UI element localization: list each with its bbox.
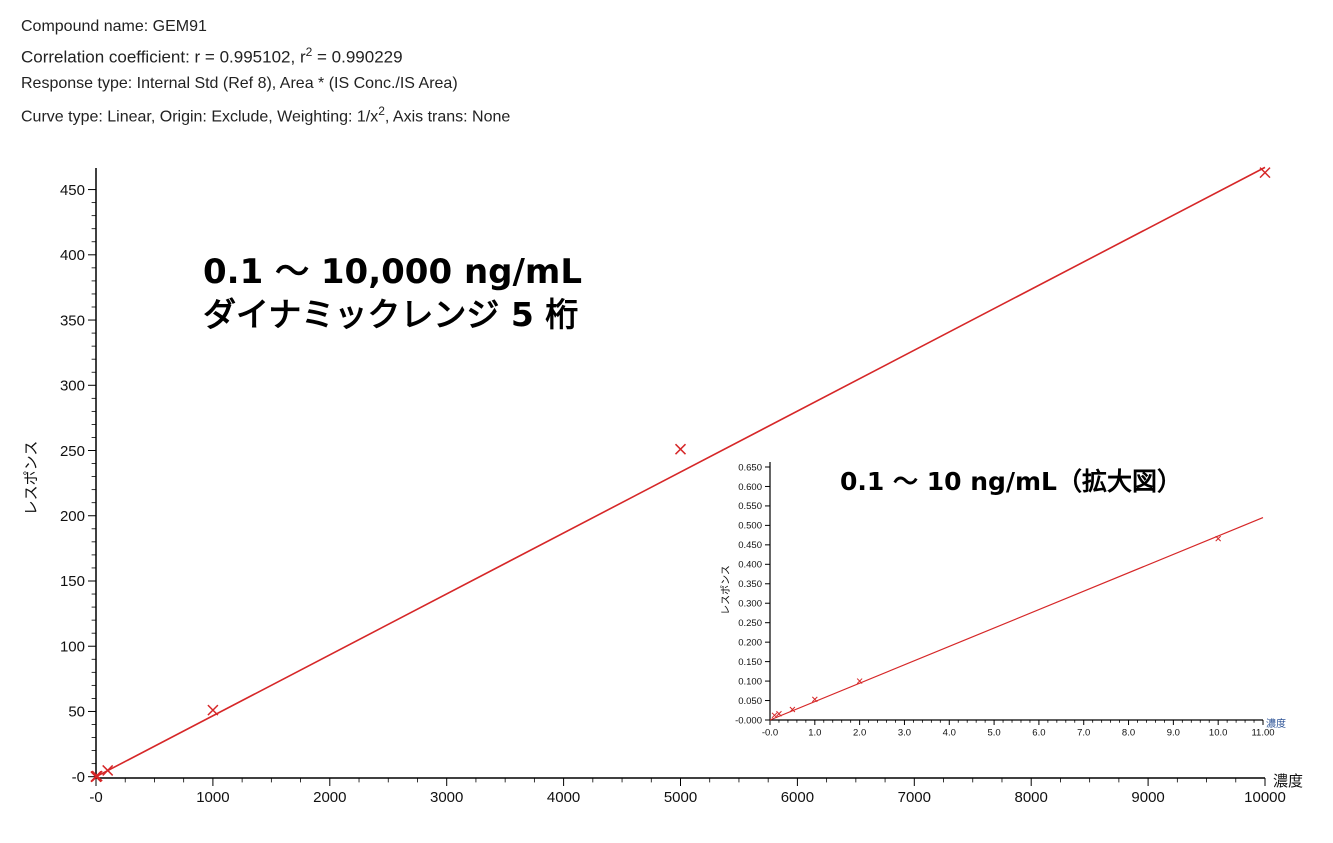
main-y-tick-label: 200	[60, 508, 85, 525]
main-x-tick-label: 1000	[196, 789, 229, 806]
inset-y-tick-label: 0.500	[738, 521, 762, 532]
correlation-coefficient: Correlation coefficient: r = 0.995102, r…	[21, 45, 403, 67]
inset-data-point	[771, 712, 778, 719]
main-x-tick-label: 8000	[1015, 789, 1048, 806]
inset-x-tick-label: 6.0	[1032, 728, 1045, 739]
main-x-tick-label: 5000	[664, 789, 697, 806]
inset-y-tick-label: 0.350	[738, 579, 762, 590]
inset-y-tick-label: 0.300	[738, 599, 762, 610]
inset-x-tick-label: 5.0	[987, 728, 1000, 739]
inset-x-tick-label: 11.00	[1251, 728, 1274, 739]
inset-x-tick-label: -0.0	[762, 728, 778, 739]
inset-data-point	[856, 678, 863, 684]
inset-x-tick-label: 8.0	[1122, 728, 1135, 739]
main-x-axis-label: 濃度	[1273, 772, 1303, 790]
inset-y-tick-label: 0.250	[738, 618, 762, 629]
dynamic-range-annotation: ダイナミックレンジ 5 桁	[203, 295, 579, 334]
curve-type: Curve type: Linear, Origin: Exclude, Wei…	[21, 104, 511, 126]
inset-y-tick-label: 0.650	[738, 462, 762, 473]
inset-x-tick-label: 2.0	[853, 728, 866, 739]
inset-x-tick-label: 1.0	[808, 728, 821, 739]
inset-data-point	[811, 696, 818, 703]
range-annotation: 0.1 ～ 10,000 ng/mL	[203, 252, 582, 292]
main-x-tick-label: 9000	[1131, 789, 1164, 806]
main-y-tick-label: 150	[60, 573, 85, 590]
inset-x-axis-label: 濃度	[1266, 717, 1286, 730]
inset-data-point	[776, 710, 782, 717]
main-data-point	[207, 704, 219, 716]
main-y-tick-label: 350	[60, 312, 85, 329]
main-y-tick-label: 250	[60, 443, 85, 460]
main-data-point	[91, 770, 103, 782]
main-x-tick-label: 2000	[313, 789, 346, 806]
inset-x-tick-label: 9.0	[1167, 728, 1180, 739]
compound-name: Compound name: GEM91	[21, 18, 207, 35]
main-x-tick-label: 3000	[430, 789, 463, 806]
main-y-tick-label: 50	[68, 704, 85, 721]
main-x-tick-label: 7000	[898, 789, 931, 806]
inset-x-tick-label: 3.0	[898, 728, 911, 739]
main-y-tick-label: 100	[60, 638, 85, 655]
inset-y-axis-label: レスポンス	[720, 565, 732, 615]
inset-y-tick-label: 0.050	[738, 696, 762, 707]
inset-y-tick-label: -0.000	[735, 715, 762, 726]
main-x-tick-label: 6000	[781, 789, 814, 806]
main-y-tick-label: 450	[60, 182, 85, 199]
main-data-point	[102, 764, 114, 776]
main-x-tick-label: 4000	[547, 789, 580, 806]
inset-title: 0.1 ～ 10 ng/mL（拡大図）	[840, 467, 1182, 496]
inset-y-tick-label: 0.200	[738, 637, 762, 648]
inset-y-tick-label: 0.550	[738, 501, 762, 512]
main-y-tick-label: 400	[60, 247, 85, 264]
main-y-tick-label: 300	[60, 378, 85, 395]
main-y-axis-label: レスポンス	[22, 441, 40, 516]
main-fit-line	[95, 166, 1266, 778]
inset-y-tick-label: 0.400	[738, 560, 762, 571]
inset-y-tick-label: 0.450	[738, 540, 762, 551]
inset-x-tick-label: 4.0	[943, 728, 956, 739]
main-data-point	[674, 443, 687, 455]
main-data-point	[1259, 167, 1271, 179]
main-y-tick-label: -0	[72, 769, 85, 786]
main-x-tick-label: 10000	[1244, 789, 1286, 806]
response-type: Response type: Internal Std (Ref 8), Are…	[21, 75, 458, 92]
inset-y-tick-label: 0.150	[738, 657, 762, 668]
inset-data-point	[789, 706, 796, 713]
inset-data-point	[1215, 535, 1222, 542]
main-x-tick-label: -0	[89, 789, 102, 806]
inset-x-tick-label: 10.0	[1209, 728, 1228, 739]
inset-fit-line	[769, 517, 1264, 721]
inset-x-tick-label: 7.0	[1077, 728, 1090, 739]
inset-y-tick-label: 0.600	[738, 482, 762, 493]
inset-y-tick-label: 0.100	[738, 676, 762, 687]
